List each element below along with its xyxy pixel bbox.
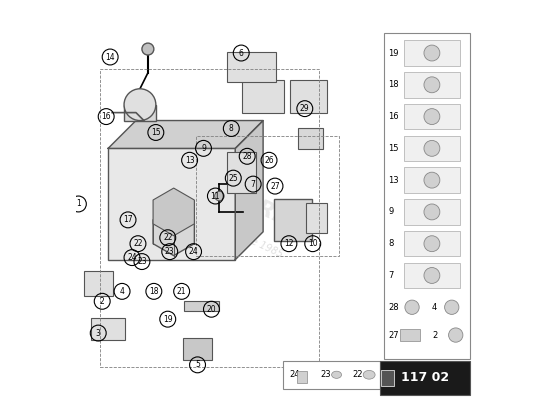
FancyBboxPatch shape	[227, 52, 276, 82]
Bar	[124, 105, 156, 120]
Text: 29: 29	[300, 104, 310, 113]
Polygon shape	[153, 208, 194, 256]
FancyBboxPatch shape	[290, 80, 327, 114]
Text: 7: 7	[388, 271, 394, 280]
Text: 1: 1	[76, 200, 81, 208]
FancyBboxPatch shape	[84, 271, 113, 296]
Text: 20: 20	[207, 305, 216, 314]
FancyBboxPatch shape	[91, 318, 125, 340]
Text: 22: 22	[353, 370, 363, 379]
FancyBboxPatch shape	[227, 152, 256, 193]
Text: 17: 17	[123, 215, 133, 224]
FancyBboxPatch shape	[183, 338, 212, 360]
Circle shape	[424, 236, 440, 252]
Text: 28: 28	[243, 152, 252, 161]
Text: 27: 27	[388, 330, 399, 340]
Bar	[404, 136, 460, 161]
Text: 9: 9	[201, 144, 206, 153]
Bar	[404, 263, 460, 288]
Text: 23: 23	[165, 247, 174, 256]
Text: 26: 26	[264, 156, 274, 165]
Text: 13: 13	[185, 156, 194, 165]
Bar	[297, 371, 307, 383]
Text: 4: 4	[120, 287, 124, 296]
Bar	[404, 168, 460, 193]
Text: 24: 24	[289, 370, 299, 379]
Text: 8: 8	[388, 239, 394, 248]
Circle shape	[424, 45, 440, 61]
FancyBboxPatch shape	[243, 80, 284, 114]
Ellipse shape	[363, 370, 375, 379]
Bar	[384, 33, 470, 359]
FancyBboxPatch shape	[108, 148, 235, 260]
Polygon shape	[235, 120, 263, 260]
Text: 24: 24	[127, 253, 137, 262]
Text: 9: 9	[388, 208, 393, 216]
Circle shape	[424, 172, 440, 188]
Text: 18: 18	[149, 287, 158, 296]
Text: 22: 22	[133, 239, 142, 248]
Text: 16: 16	[388, 112, 399, 121]
Text: 23: 23	[137, 257, 147, 266]
Circle shape	[124, 89, 156, 120]
Text: 24: 24	[189, 247, 199, 256]
FancyBboxPatch shape	[298, 128, 323, 149]
Bar	[404, 104, 460, 129]
Circle shape	[444, 300, 459, 314]
Text: 13: 13	[388, 176, 399, 185]
Text: 28: 28	[388, 303, 399, 312]
Text: 15: 15	[388, 144, 399, 153]
Text: 4: 4	[432, 303, 437, 312]
Circle shape	[405, 300, 419, 314]
FancyBboxPatch shape	[382, 370, 394, 386]
Text: 6: 6	[239, 48, 244, 58]
Text: 23: 23	[321, 370, 331, 379]
Bar	[404, 199, 460, 225]
Circle shape	[214, 191, 224, 201]
Text: a passion for parts since 1985: a passion for parts since 1985	[146, 188, 284, 260]
Bar	[404, 231, 460, 256]
Text: 2: 2	[100, 297, 104, 306]
FancyBboxPatch shape	[306, 203, 327, 232]
Text: 21: 21	[177, 287, 186, 296]
Text: 18: 18	[388, 80, 399, 89]
Polygon shape	[153, 188, 194, 236]
Polygon shape	[108, 120, 263, 148]
Circle shape	[142, 43, 154, 55]
FancyBboxPatch shape	[274, 199, 311, 240]
Text: 5: 5	[195, 360, 200, 369]
Text: 19: 19	[163, 315, 173, 324]
Text: 8: 8	[229, 124, 234, 133]
Circle shape	[424, 268, 440, 284]
Circle shape	[449, 328, 463, 342]
Bar	[400, 329, 420, 341]
Circle shape	[424, 109, 440, 124]
Bar	[184, 301, 219, 311]
Text: 10: 10	[308, 239, 317, 248]
Text: 22: 22	[163, 233, 173, 242]
Ellipse shape	[332, 371, 342, 378]
Text: 11: 11	[211, 192, 220, 200]
Text: 16: 16	[101, 112, 111, 121]
Circle shape	[424, 140, 440, 156]
Text: 12: 12	[284, 239, 294, 248]
Text: 3: 3	[96, 328, 101, 338]
Bar	[404, 72, 460, 98]
Text: 2: 2	[432, 330, 437, 340]
Bar	[380, 361, 470, 395]
Bar	[100, 69, 318, 367]
Bar	[196, 136, 339, 256]
Bar	[283, 361, 380, 389]
Text: 7: 7	[251, 180, 256, 189]
Text: 25: 25	[228, 174, 238, 183]
Text: EUROSPARES: EUROSPARES	[148, 148, 306, 236]
Text: 27: 27	[270, 182, 280, 190]
Text: 19: 19	[388, 48, 399, 58]
Text: 117 02: 117 02	[401, 372, 449, 384]
Circle shape	[424, 204, 440, 220]
Circle shape	[424, 77, 440, 93]
Bar	[404, 40, 460, 66]
Text: 15: 15	[151, 128, 161, 137]
Text: 14: 14	[106, 52, 115, 62]
